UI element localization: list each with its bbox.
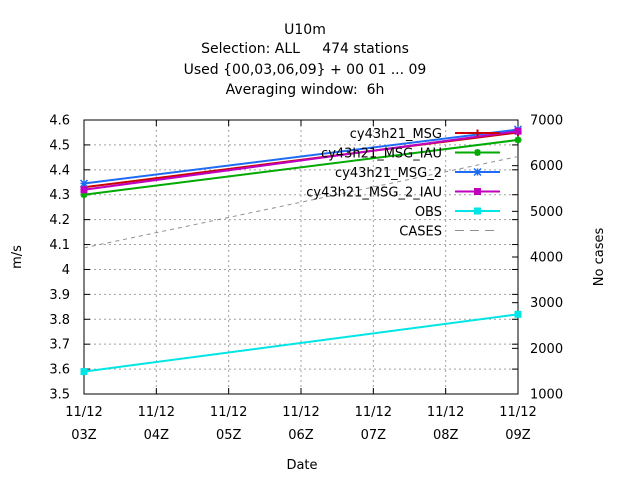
chart-title: U10m (284, 22, 326, 38)
x-tick-label-hour: 06Z (288, 428, 314, 443)
x-tick-label-hour: 09Z (505, 428, 531, 443)
legend-label-cy43h21-msg-2-iau: cy43h21_MSG_2_IAU (306, 186, 442, 201)
data-point-obs (514, 310, 522, 318)
legend-label-cy43h21-msg: cy43h21_MSG (350, 127, 442, 142)
data-point-obs (80, 368, 88, 376)
y-tick-label: 3.9 (49, 288, 70, 303)
y-tick-label: 4.6 (49, 114, 70, 129)
y-tick-label: 4.4 (49, 163, 70, 178)
x-tick-label-hour: 08Z (433, 428, 459, 443)
y2-axis-label: No cases (592, 228, 607, 287)
y2-tick-label: 4000 (530, 251, 563, 266)
x-tick-label-hour: 03Z (71, 428, 97, 443)
x-tick-label-date: 11/12 (427, 405, 464, 420)
y2-tick-label: 1000 (530, 388, 563, 403)
x-tick-label-hour: 07Z (361, 428, 387, 443)
legend-label-obs: OBS (415, 205, 442, 220)
x-tick-label-date: 11/12 (282, 405, 319, 420)
y-tick-label: 3.5 (49, 388, 70, 403)
x-tick-label-hour: 05Z (216, 428, 242, 443)
y-tick-label: 4.3 (49, 188, 70, 203)
y2-tick-label: 2000 (530, 342, 563, 357)
legend-marker-cy43h21-msg (474, 129, 481, 137)
legend-marker-cy43h21-msg-2 (473, 167, 482, 177)
y-tick-label: 4.2 (49, 213, 70, 228)
data-point-cy43h21-msg-2-iau (514, 127, 522, 135)
data-point-cy43h21-msg-2-iau (80, 186, 88, 194)
legend-label-cy43h21-msg-2: cy43h21_MSG_2 (335, 166, 442, 181)
x-tick-label-hour: 04Z (144, 428, 170, 443)
series-line-cy43h21-msg-2 (83, 128, 519, 185)
y-tick-label: 3.7 (49, 338, 70, 353)
y2-tick-label: 6000 (530, 159, 563, 174)
legend-label-cy43h21-msg-iau: cy43h21_MSG_IAU (321, 147, 442, 162)
y-tick-label: 4 (62, 263, 70, 278)
data-point-cy43h21-msg-2 (79, 179, 89, 188)
x-tick-label-date: 11/12 (499, 405, 536, 420)
x-axis-label: Date (286, 458, 317, 473)
data-point-cy43h21-msg-iau (514, 136, 522, 144)
data-point-cy43h21-msg-iau (80, 191, 88, 199)
y-tick-label: 4.1 (49, 238, 70, 253)
y2-tick-label: 3000 (530, 296, 563, 311)
series-line-cases (83, 156, 519, 249)
chart-subtitle-selection: Selection: ALL 474 stations (201, 41, 409, 57)
y2-tick-label: 5000 (530, 205, 563, 220)
legend-label-cases: CASES (399, 225, 442, 240)
x-tick-label-date: 11/12 (65, 405, 102, 420)
legend-marker-obs (474, 207, 481, 215)
y-tick-label: 4.5 (49, 138, 70, 153)
y-tick-label: 3.8 (49, 313, 70, 328)
legend-marker-cy43h21-msg-iau (474, 149, 481, 156)
x-tick-label-date: 11/12 (138, 405, 175, 420)
chart-subtitle-used: Used {00,03,06,09} + 00 01 ... 09 (183, 62, 427, 78)
series-line-obs (83, 313, 519, 373)
chart-subtitle-window: Averaging window: 6h (225, 82, 385, 98)
x-tick-label-date: 11/12 (210, 405, 247, 420)
legend-marker-cy43h21-msg-2-iau (474, 188, 481, 195)
x-tick-label-date: 11/12 (355, 405, 392, 420)
series-line-cy43h21-msg-iau (83, 138, 519, 196)
y2-tick-label: 7000 (530, 114, 563, 129)
y-tick-label: 3.6 (49, 363, 70, 378)
series-line-cy43h21-msg-2-iau (83, 130, 519, 191)
y-axis-label: m/s (10, 245, 25, 269)
